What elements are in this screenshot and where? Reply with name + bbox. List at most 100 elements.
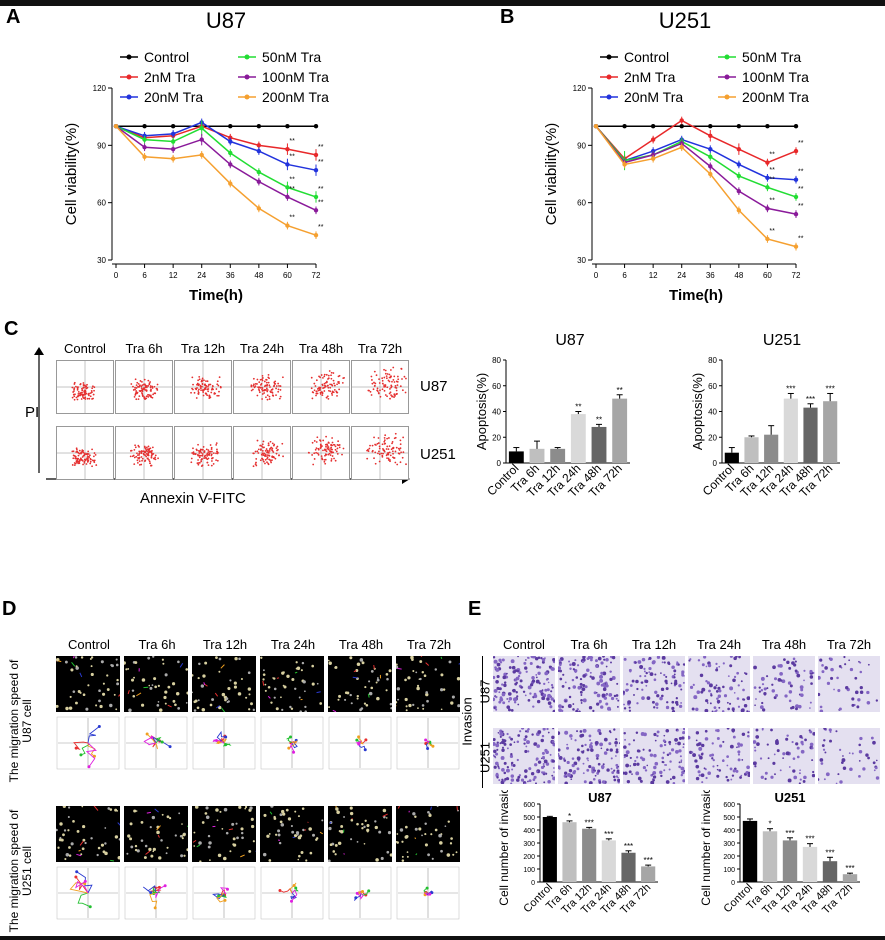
invaded-cell <box>663 734 666 737</box>
cell-event <box>77 392 80 395</box>
invaded-cell <box>695 707 699 712</box>
cell <box>132 694 136 698</box>
cell-event <box>210 450 213 453</box>
significance-mark: ** <box>617 386 623 395</box>
cell-event <box>137 398 140 401</box>
invaded-cell <box>859 670 863 674</box>
cell-event <box>133 395 136 398</box>
track-end <box>357 742 361 746</box>
cell <box>399 828 404 832</box>
invaded-cell <box>601 693 606 698</box>
significance-mark: *** <box>805 835 814 844</box>
cell <box>264 683 267 686</box>
invaded-cell <box>631 773 633 775</box>
series-line-20nm-tra <box>115 121 317 171</box>
cell <box>262 673 266 676</box>
invaded-cell <box>653 765 657 770</box>
invaded-cell <box>510 709 514 712</box>
cell-event <box>274 457 277 460</box>
y-tick-label: 60 <box>492 382 501 391</box>
cell <box>192 674 194 677</box>
cell-event <box>266 457 269 460</box>
invaded-cell <box>628 770 632 774</box>
rose-frame <box>56 866 120 920</box>
invaded-cell <box>683 769 685 772</box>
cell-event <box>267 444 270 447</box>
cell <box>82 825 86 829</box>
migration-track <box>87 726 100 744</box>
invaded-cell <box>495 743 500 748</box>
invaded-cell <box>515 691 518 694</box>
invaded-cell <box>523 742 526 745</box>
invaded-cell <box>494 666 497 669</box>
cell-event <box>328 442 330 444</box>
cell-event <box>78 452 81 455</box>
cell <box>77 690 81 694</box>
cell-event <box>207 451 210 453</box>
cell <box>76 829 80 833</box>
cell-event <box>392 456 394 459</box>
cell <box>233 681 237 685</box>
cell-event <box>269 390 272 393</box>
invaded-cell <box>540 738 544 743</box>
invaded-cell <box>858 774 861 778</box>
invaded-cell <box>544 671 549 676</box>
invaded-cell <box>596 693 601 698</box>
cell <box>319 702 323 705</box>
invaded-cell <box>800 740 804 744</box>
cell-event <box>343 376 345 379</box>
invaded-cell <box>571 678 575 682</box>
cell <box>69 695 72 698</box>
cell-event <box>382 452 384 455</box>
cell <box>328 706 330 709</box>
micrograph-tracks <box>192 656 255 712</box>
cell <box>428 813 432 818</box>
invaded-cell <box>599 674 604 679</box>
invaded-cell <box>597 762 601 766</box>
cell-event <box>378 460 381 463</box>
cell <box>124 661 126 665</box>
cell-event <box>145 446 148 449</box>
cell <box>179 834 183 838</box>
invaded-cell <box>677 663 680 666</box>
cell-event <box>266 394 269 397</box>
data-point <box>285 223 290 228</box>
bar-tra-12h <box>582 828 597 882</box>
invaded-cell <box>733 692 736 694</box>
bar-tra-24h <box>570 414 586 463</box>
invaded-cell <box>678 765 681 769</box>
rose-plot-svg <box>328 866 392 920</box>
invaded-cell <box>552 776 555 781</box>
invaded-cell <box>529 692 532 695</box>
data-point <box>285 146 290 152</box>
invaded-cell <box>818 778 820 781</box>
cell <box>233 843 237 847</box>
migration-col-label-tra-6h: Tra 6h <box>138 637 176 652</box>
invaded-cell <box>639 756 643 760</box>
bar-tra-12h <box>764 434 779 463</box>
cell <box>290 707 294 711</box>
cell-event <box>197 463 200 466</box>
invaded-cell <box>494 755 496 758</box>
invaded-cell <box>572 668 576 671</box>
cell-event <box>337 440 340 443</box>
cell-event <box>144 384 147 387</box>
cell-event <box>261 388 263 391</box>
invaded-cell <box>547 779 551 784</box>
invaded-cell <box>775 693 779 697</box>
cell <box>109 703 113 708</box>
invaded-cell <box>551 686 554 689</box>
cell <box>127 667 130 670</box>
track <box>228 828 234 831</box>
rose-frame <box>396 716 460 770</box>
invaded-cell <box>534 656 539 661</box>
cell-event <box>205 393 208 395</box>
cell-event <box>324 384 326 387</box>
cell-event <box>331 384 334 387</box>
invaded-cell <box>681 673 685 677</box>
micrograph-tracks <box>396 656 460 712</box>
cell-event <box>327 448 330 451</box>
cell-event <box>323 375 326 378</box>
cell-event <box>325 450 328 453</box>
invaded-cell <box>818 675 821 680</box>
